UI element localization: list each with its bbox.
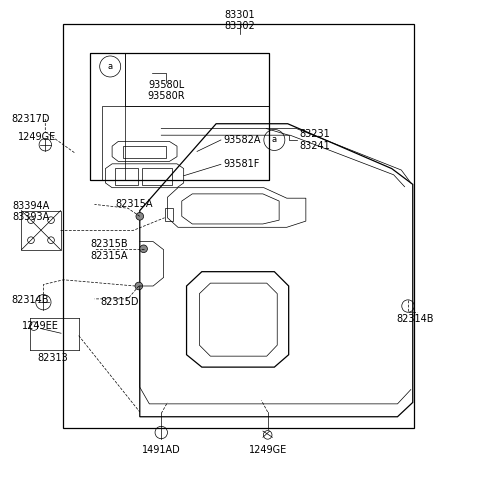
Text: 83231
83241: 83231 83241 — [300, 129, 330, 151]
Text: 93580L
93580R: 93580L 93580R — [147, 80, 185, 101]
Text: 83394A
83393A: 83394A 83393A — [12, 201, 49, 223]
Text: 82315B
82315A: 82315B 82315A — [90, 240, 128, 261]
Bar — [90, 53, 269, 180]
Circle shape — [140, 245, 147, 253]
Text: 82314B: 82314B — [397, 314, 434, 325]
Bar — [125, 53, 269, 105]
Text: 82317D: 82317D — [12, 114, 50, 124]
Bar — [115, 168, 138, 185]
Text: a: a — [272, 136, 277, 144]
Text: 82313: 82313 — [37, 352, 68, 363]
Text: 93582A: 93582A — [223, 135, 261, 145]
Text: 1491AD: 1491AD — [142, 445, 180, 455]
Text: 82315D: 82315D — [100, 297, 139, 307]
Circle shape — [136, 212, 144, 220]
Text: 82314B: 82314B — [11, 295, 49, 305]
Text: 1249EE: 1249EE — [22, 321, 59, 331]
Bar — [123, 146, 166, 158]
Bar — [102, 105, 269, 180]
Circle shape — [48, 237, 54, 244]
Text: 83301
83302: 83301 83302 — [225, 10, 255, 31]
Circle shape — [28, 237, 34, 244]
Bar — [22, 211, 60, 250]
Text: 1249GE: 1249GE — [249, 445, 287, 455]
Text: 93581F: 93581F — [223, 159, 260, 169]
Text: 1249GE: 1249GE — [18, 132, 56, 142]
Bar — [165, 208, 173, 221]
Bar — [63, 24, 414, 427]
Circle shape — [48, 217, 54, 224]
Bar — [142, 168, 172, 185]
Text: a: a — [108, 62, 113, 71]
Bar — [90, 53, 125, 180]
Circle shape — [135, 282, 143, 290]
Circle shape — [28, 217, 34, 224]
Text: 82315A: 82315A — [115, 200, 153, 209]
